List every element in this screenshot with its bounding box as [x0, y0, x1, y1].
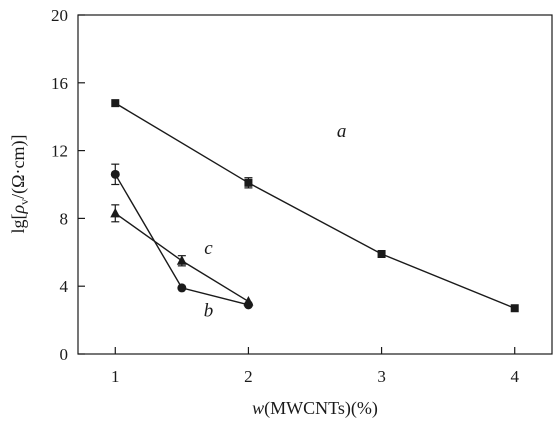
y-tick-label: 4	[60, 277, 69, 296]
series-label-c: c	[204, 238, 213, 259]
y-tick-label: 20	[51, 6, 68, 25]
series-a	[111, 99, 519, 313]
y-tick-label: 8	[60, 209, 69, 228]
series-annotations: a c b	[204, 121, 347, 322]
series-label-b: b	[204, 301, 214, 322]
x-tick-label: 2	[244, 367, 253, 386]
data-point-square	[510, 304, 519, 313]
y-axis-title: lg[ρv/(Ω·cm)]	[8, 135, 31, 234]
x-tick-label: 4	[510, 367, 519, 386]
data-point-triangle	[176, 255, 187, 265]
data-point-triangle	[243, 295, 254, 306]
series-c	[110, 204, 254, 306]
series-b	[110, 163, 253, 310]
y-tick-label: 12	[51, 142, 68, 161]
data-point-square	[377, 249, 386, 258]
x-axis-title: w(MWCNTs)(%)	[252, 398, 378, 419]
data-point-circle	[177, 283, 187, 293]
series-group	[110, 99, 519, 313]
y-tick-label: 0	[60, 345, 69, 364]
plot-frame	[77, 14, 553, 355]
y-tick-label: 16	[51, 74, 68, 93]
x-tick-label: 3	[377, 367, 386, 386]
data-point-square	[111, 99, 120, 108]
series-line-a	[114, 102, 515, 309]
data-point-triangle	[110, 207, 121, 218]
series-label-a: a	[337, 121, 347, 142]
data-point-square	[244, 178, 253, 187]
data-point-circle	[110, 169, 120, 179]
x-tick-label: 1	[111, 367, 120, 386]
